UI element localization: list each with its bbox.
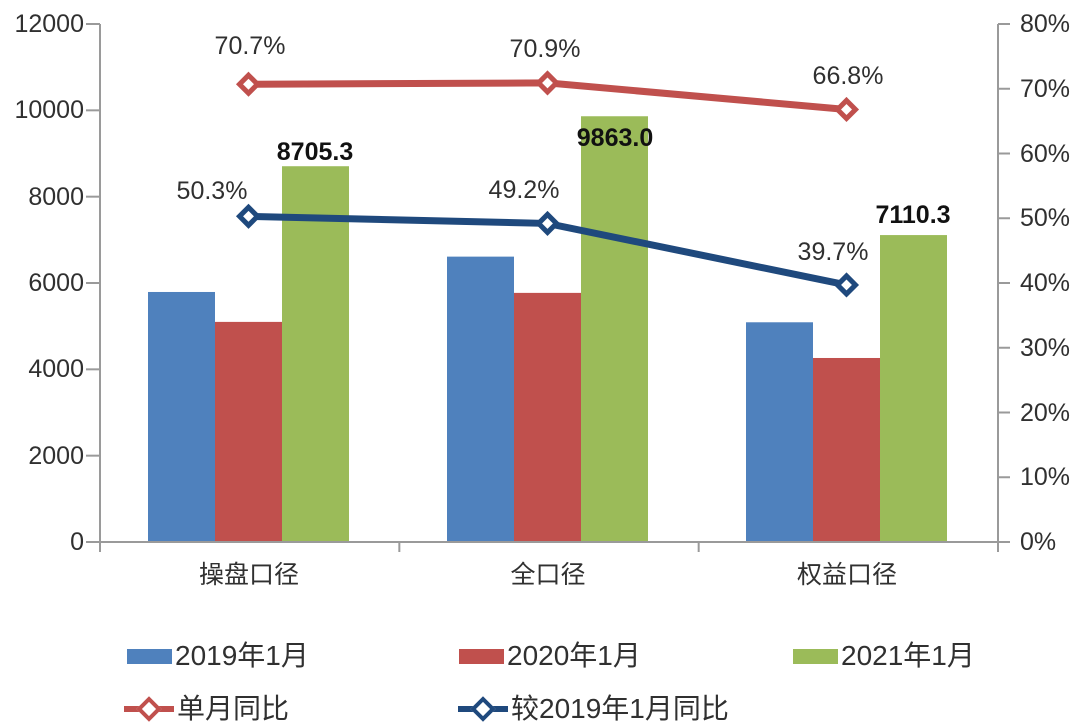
diamond-marker-series1-group2: [534, 70, 561, 96]
diamond-marker-series1-group1: [235, 71, 262, 97]
bar-series1-group3: [746, 322, 813, 542]
bar-series2-group3: [813, 357, 880, 542]
bar-series2-group2: [514, 292, 581, 542]
bar-series2-group1: [215, 321, 282, 542]
diamond-marker-series2-group2: [534, 210, 561, 236]
bar-series1-group2: [447, 256, 514, 542]
diamond-marker-series1-group3: [833, 96, 860, 123]
diamond-marker-series2-group1: [235, 203, 262, 229]
bar-series3-group1: [282, 166, 349, 542]
bar-series3-group2: [581, 116, 648, 543]
bar-series3-group3: [880, 235, 947, 542]
diamond-marker-series2-group3: [833, 272, 860, 298]
bar-series1-group1: [148, 291, 215, 542]
